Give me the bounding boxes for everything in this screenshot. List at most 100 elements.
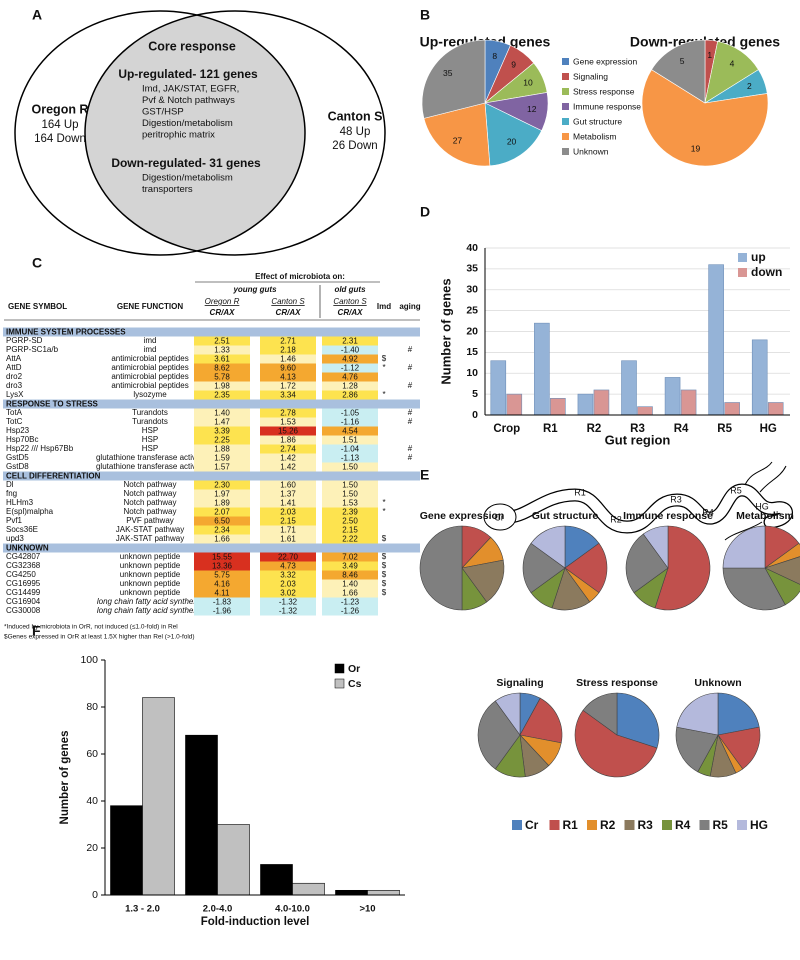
cell-shade [194,363,250,373]
fold-value: 6.50 [214,517,230,526]
cell-shade [260,363,316,373]
flag: * [382,507,385,516]
fold-value: 5.78 [214,373,230,382]
fold-value: 2.78 [280,409,296,418]
pie-slice [419,525,463,611]
slice-label: 12 [527,104,537,114]
fold-value: 1.50 [342,463,358,472]
cell-shade [260,552,316,562]
gut-label: R2 [610,514,622,524]
legend-label: HG [750,818,768,832]
bar [708,264,724,416]
fold-value: 1.42 [280,463,296,472]
table-header: Oregon R [205,297,240,306]
pie-slice [616,692,660,749]
fold-value: -1.96 [213,607,232,616]
venn-title: Core response [148,39,236,53]
pie-slice [764,542,800,569]
fold-value: 1.40 [342,580,358,589]
y-tick-label: 100 [80,654,98,666]
cell-shade [260,408,316,418]
y-axis-label: Number of genes [438,278,453,384]
pie-slice [722,525,766,569]
venn-line: Digestion/metabolism [142,118,233,129]
cell-shade [322,426,378,436]
x-tick-label: Crop [493,423,520,435]
pie-title: Unknown [694,677,741,689]
fold-value: 1.61 [280,535,296,544]
gene-function: unknown peptide [120,552,181,561]
y-tick-label: 0 [92,889,98,901]
pie-slice [484,102,543,167]
y-tick-label: 5 [472,388,478,400]
legend-label: R2 [600,818,616,832]
venn-line: transporters [142,184,193,195]
pie-slice [717,692,760,736]
pie-slice [676,692,719,736]
gene-function: antimicrobial peptides [111,354,188,363]
x-tick-label: R5 [717,423,732,435]
legend-label: R1 [563,818,579,832]
gene-function: Notch pathway [124,480,177,489]
venn-line: Imd, JAK/STAT, EGFR, [142,84,239,95]
gut-label: HG [755,501,769,511]
flag: $ [382,570,387,579]
gene-symbol: TotC [6,417,23,426]
cell-shade [322,489,378,499]
legend-label: Or [348,663,360,675]
fold-value: -1.16 [341,418,360,427]
cell-shade [322,453,378,463]
panel-label: D [420,204,430,220]
cell-shade [260,588,316,598]
cell-shade [322,363,378,373]
x-tick-label: 2.0-4.0 [203,904,233,915]
fold-value: -1.40 [341,346,360,355]
venn-line: Digestion/metabolism [142,173,233,184]
gene-function: long chain fatty acid synthesis [97,597,203,606]
flag: * [382,498,385,507]
fold-value: 1.88 [214,445,230,454]
bar [335,889,368,896]
fold-value: 1.47 [214,418,230,427]
slice-label: 19 [691,144,701,154]
legend-label: R5 [713,818,729,832]
pie-slice [494,692,521,736]
pie-slice [461,559,505,603]
pie-slice [519,697,563,744]
fold-value: 1.28 [342,382,358,391]
venn-count: 164 Down [34,133,86,145]
legend-swatch [562,118,569,125]
cell-shade [260,453,316,463]
legend-label: down [751,265,782,279]
bar [185,734,218,896]
slice-label: 20 [507,136,517,146]
flag: # [408,444,413,453]
cell-shade [194,462,250,472]
cell-shade [322,534,378,544]
fold-value: -1.12 [341,364,360,373]
gene-function: antimicrobial peptides [111,363,188,372]
legend-swatch [699,820,710,830]
flag: * [382,390,385,399]
gene-symbol: CG14499 [6,588,41,597]
flag: $ [382,579,387,588]
cell-shade [260,579,316,589]
legend-swatch [562,58,569,65]
fold-value: 2.03 [280,508,296,517]
legend-label: R3 [638,818,654,832]
fold-value: 3.02 [280,589,296,598]
fold-value: 4.76 [342,373,358,382]
fold-value: 8.62 [214,364,230,373]
gene-function: antimicrobial peptides [111,381,188,390]
fold-value: 2.03 [280,580,296,589]
fold-value: -1.32 [279,607,298,616]
cell-shade [322,444,378,454]
bar [534,322,550,416]
cell-shade [260,489,316,499]
gene-symbol: Hsp70Bc [6,435,38,444]
bar [680,389,697,416]
x-tick-label: 1.3 - 2.0 [125,904,160,915]
cell-shade [194,381,250,391]
legend-swatch [738,253,747,262]
fold-value: -1.83 [213,598,232,607]
